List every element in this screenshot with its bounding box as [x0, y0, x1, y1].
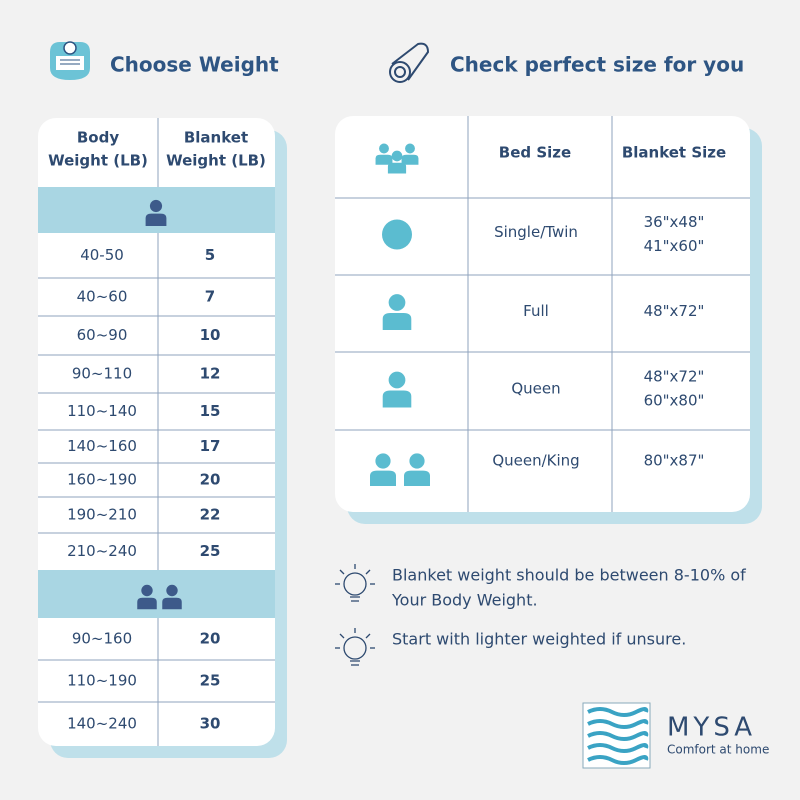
- icon-body: [382, 313, 412, 330]
- child-icon: [382, 219, 412, 250]
- icon-body: [370, 470, 396, 486]
- body-weight: 110~190: [67, 672, 137, 690]
- icon-body: [404, 470, 430, 486]
- icon-head: [388, 294, 406, 311]
- column-header: Weight (LB): [166, 152, 266, 170]
- icon-head: [149, 199, 163, 213]
- person-icon: [404, 453, 430, 486]
- icon-body: [137, 597, 157, 610]
- icon-body: [382, 390, 412, 408]
- bulb-icon: [335, 628, 375, 666]
- icon-head: [379, 143, 389, 154]
- bed-size: Full: [523, 302, 549, 320]
- person-icon: [375, 143, 393, 165]
- blanket-weight: 30: [200, 715, 221, 733]
- blanket-icon: [389, 42, 430, 83]
- icon-body: [162, 597, 182, 610]
- icon-head: [375, 453, 391, 469]
- bulb-base: [350, 660, 360, 666]
- icon-head: [141, 584, 153, 597]
- column-header: Blanket Size: [622, 144, 726, 162]
- heading: Check perfect size for you: [450, 53, 744, 77]
- brand-name: MYSA: [667, 713, 756, 743]
- icon-head: [405, 143, 415, 154]
- person-icon: [162, 584, 182, 610]
- blanket-weight: 25: [200, 672, 221, 690]
- group-band: [38, 570, 275, 618]
- bulb-ray: [365, 633, 371, 639]
- bulb: [343, 572, 367, 596]
- body-weight: 160~190: [67, 471, 137, 489]
- bulb-base: [350, 596, 360, 602]
- bulb-ray: [365, 569, 371, 575]
- icon-head: [391, 150, 403, 162]
- body-weight: 40~60: [77, 288, 128, 306]
- blanket-size: 41"x60": [644, 237, 705, 255]
- body-weight: 40-50: [80, 246, 124, 264]
- brand-tagline: Comfort at home: [667, 743, 769, 757]
- bed-size: Queen: [511, 380, 560, 398]
- blanket-size: 48"x72": [644, 368, 705, 386]
- icon-head: [388, 371, 406, 389]
- body-weight: 190~210: [67, 506, 137, 524]
- bulb: [343, 636, 367, 660]
- person-icon: [382, 294, 412, 330]
- person-icon: [145, 199, 167, 226]
- bed-size: Single/Twin: [494, 223, 578, 241]
- person-icon: [387, 150, 407, 174]
- person-icon: [137, 584, 157, 610]
- bulb-icon: [335, 564, 375, 602]
- blanket-weight: 20: [200, 630, 221, 648]
- column-header: Blanket: [184, 129, 248, 147]
- blanket-weight: 22: [200, 506, 221, 524]
- bulb-ray: [339, 633, 345, 639]
- brand-logo: [582, 702, 651, 769]
- column-header: Bed Size: [499, 144, 571, 162]
- blanket-weight: 10: [200, 326, 221, 344]
- body-weight: 140~160: [67, 437, 137, 455]
- body-weight: 110~140: [67, 402, 137, 420]
- tip-text: Your Body Weight.: [391, 591, 538, 610]
- column-header: Weight (LB): [48, 152, 148, 170]
- person-icon: [401, 143, 419, 165]
- heading: Choose Weight: [110, 53, 279, 77]
- tip-text: Blanket weight should be between 8-10% o…: [392, 566, 746, 585]
- blanket-weight: 17: [200, 437, 221, 455]
- icon-head: [166, 584, 178, 597]
- scale-icon: [50, 41, 90, 80]
- bed-size: Queen/King: [492, 452, 579, 470]
- blanket-size: 36"x48": [644, 213, 705, 231]
- body-weight: 60~90: [77, 326, 128, 344]
- blanket-weight: 25: [200, 542, 221, 560]
- person-icon: [370, 453, 396, 486]
- icon-body: [375, 154, 393, 165]
- body-weight: 90~160: [72, 630, 132, 648]
- icon-body: [387, 162, 407, 174]
- tip-text: Start with lighter weighted if unsure.: [392, 630, 686, 649]
- size-card: [335, 116, 750, 512]
- column-header: Body: [77, 129, 119, 147]
- person-icon: [382, 371, 412, 408]
- blanket-size: 48"x72": [644, 302, 705, 320]
- icon-body: [401, 154, 419, 165]
- blanket-size: 80"x87": [644, 452, 705, 470]
- blanket-weight: 12: [200, 365, 221, 383]
- body-weight: 90~110: [72, 365, 132, 383]
- bulb-ray: [339, 569, 345, 575]
- icon-body: [145, 213, 167, 226]
- blanket-weight: 7: [205, 288, 215, 306]
- blanket-weight: 15: [200, 402, 221, 420]
- body-weight: 210~240: [67, 542, 137, 560]
- body-weight: 140~240: [67, 715, 137, 733]
- blanket-weight: 20: [200, 471, 221, 489]
- blanket-weight: 5: [205, 246, 215, 264]
- icon-head: [409, 453, 425, 469]
- blanket-size: 60"x80": [644, 392, 705, 410]
